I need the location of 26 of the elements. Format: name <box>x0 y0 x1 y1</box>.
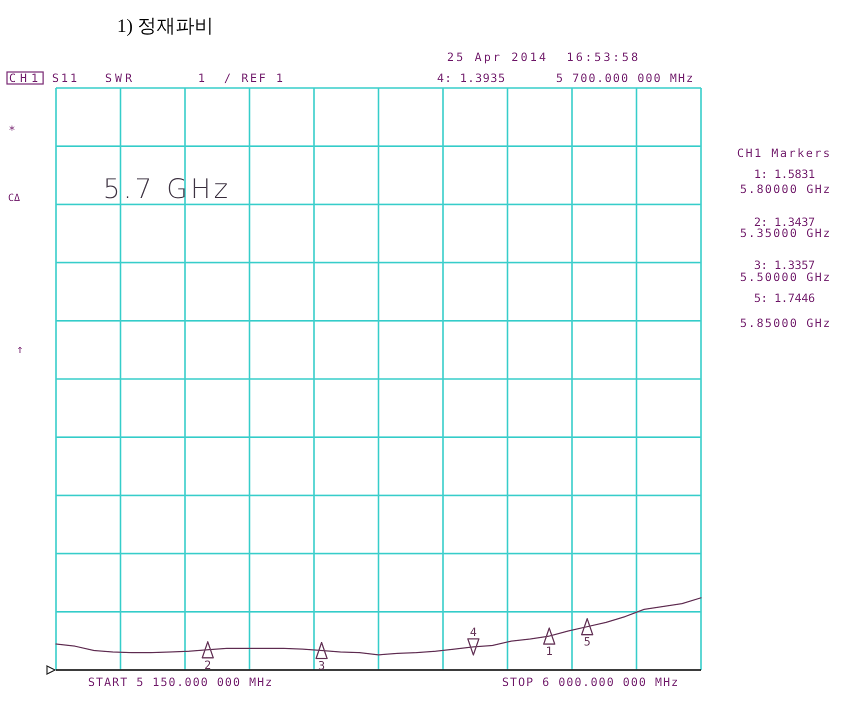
annotation: 5 700.000 000 MHz <box>556 71 694 85</box>
annotation: 5.85000 GHz <box>740 316 832 330</box>
annotation: 4: 1.3935 <box>437 71 506 85</box>
annotation: CΔ <box>8 193 20 204</box>
annotation: 25 Apr 2014 16:53:58 <box>447 50 640 64</box>
point <box>202 641 214 658</box>
annotation: * <box>8 123 16 137</box>
annotation: START 5 150.000 000 MHz <box>88 675 274 689</box>
point <box>581 618 594 636</box>
annotation: S11 <box>52 71 80 85</box>
annotation: 5.35000 GHz <box>740 226 832 240</box>
annotation: CH1 <box>6 71 44 85</box>
annotation: STOP 6 000.000 000 MHz <box>502 675 680 689</box>
annotation: ↑ <box>16 342 24 356</box>
title: 1) 정재파비 <box>117 16 214 37</box>
annotation: 2: 1.3437 <box>754 215 815 229</box>
annotation: 3: 1.3357 <box>754 258 815 272</box>
point <box>315 642 328 660</box>
annotation: 5.80000 GHz <box>740 182 832 196</box>
point <box>467 638 480 656</box>
annotation: 1: 1.5831 <box>754 167 815 181</box>
annotation: 1 / REF 1 <box>198 71 285 85</box>
annotation: SWR <box>105 71 136 85</box>
annotation: 5.50000 GHz <box>740 270 832 284</box>
annotation: 5: 1.7446 <box>754 291 815 305</box>
annotation: CH1 Markers <box>737 146 832 160</box>
